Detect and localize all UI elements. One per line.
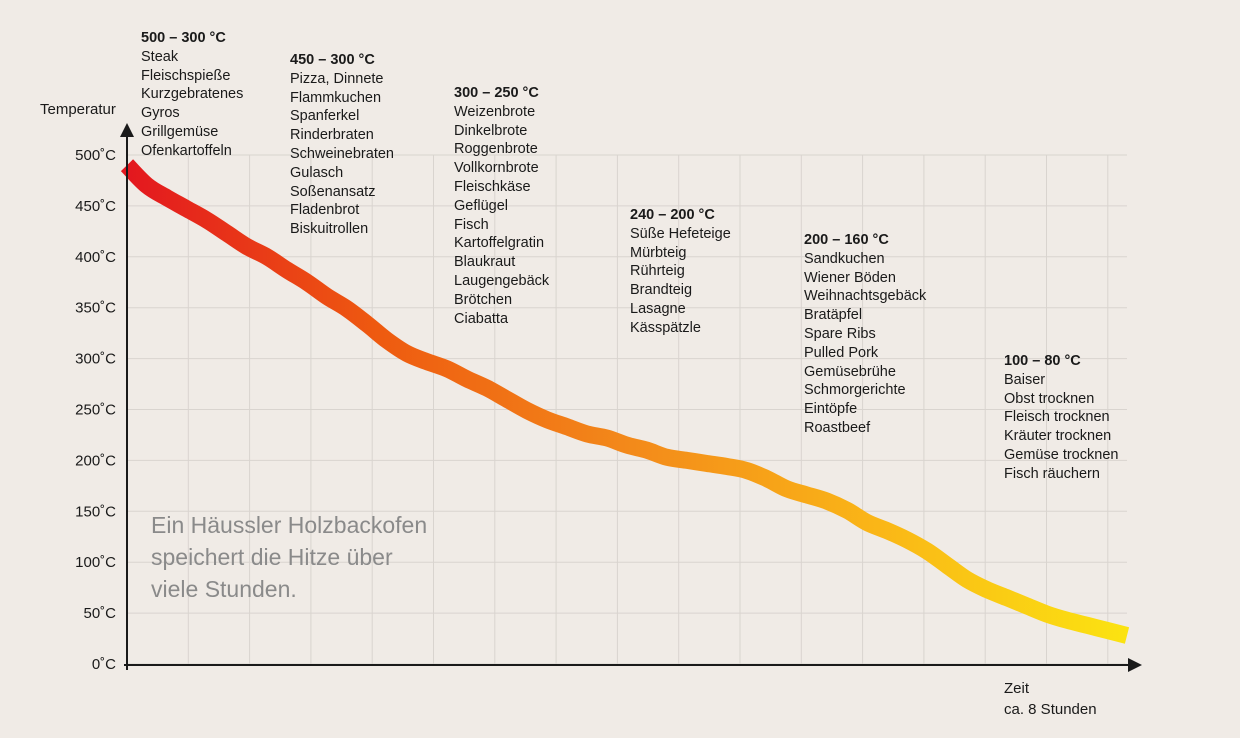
group-food-item: Schmorgerichte xyxy=(804,382,906,399)
group-food-item: Wiener Böden xyxy=(804,269,896,286)
group-food-item: Pizza, Dinnete xyxy=(290,70,384,87)
food-group-300-250: 300 – 250 °C Weizenbrote Dinkelbrote Roggen… xyxy=(454,84,549,328)
temperature-curve xyxy=(120,159,1130,644)
y-axis-arrow xyxy=(120,123,134,137)
grid xyxy=(127,154,1127,665)
group-food-item: Fisch xyxy=(454,216,489,233)
group-food-item: Baiser xyxy=(1004,371,1046,388)
group-food-item: Gyros xyxy=(141,105,180,122)
y-tick-label: 500˚C xyxy=(75,147,116,164)
group-food-item: Brötchen xyxy=(454,291,513,308)
group-food-item: Fladenbrot xyxy=(290,202,360,219)
group-food-item: Fisch räuchern xyxy=(1004,465,1100,482)
group-temperature-range: 500 – 300 °C xyxy=(141,30,226,46)
food-group-100-80: 100 – 80 °C Baiser Obst trocknen Fleisch tr… xyxy=(1004,352,1118,484)
group-food-item: Fleisch trocknen xyxy=(1004,409,1110,426)
annotation-caption: Ein Häussler Holzbackofen speichert die … xyxy=(151,509,481,605)
group-food-item: Fleischspieße xyxy=(141,67,231,84)
y-tick-label: 150˚C xyxy=(75,503,116,520)
y-tick-labels: 0˚C 50˚C 100˚C 150˚C 200˚C 250˚C 300˚C 350˚C 400… xyxy=(75,147,116,673)
group-food-item: Weizenbrote xyxy=(454,103,536,120)
food-group-200-160: 200 – 160 °C Sandkuchen Wiener Böden Weihna… xyxy=(804,231,926,438)
group-food-item: Flammkuchen xyxy=(290,89,382,106)
group-food-item: Vollkornbrote xyxy=(454,160,539,177)
group-food-item: Roggenbrote xyxy=(454,141,538,158)
y-tick-label: 50˚C xyxy=(83,605,116,622)
group-food-item: Spare Ribs xyxy=(804,325,876,342)
group-food-item: Grillgemüse xyxy=(141,123,219,140)
group-food-item: Eintöpfe xyxy=(804,401,858,418)
y-tick-label: 250˚C xyxy=(75,402,116,419)
group-food-item: Ofenkartoffeln xyxy=(141,142,232,159)
group-food-item: Kräuter trocknen xyxy=(1004,428,1112,445)
group-food-item: Süße Hefeteige xyxy=(630,225,731,242)
x-axis-label: Zeit ca. 8 Stunden xyxy=(1004,678,1097,720)
group-food-item: Brandteig xyxy=(630,282,693,299)
food-group-500-300: 500 – 300 °C Steak Fleischspieße Kurzgebrat… xyxy=(141,29,243,161)
group-food-item: Ciabatta xyxy=(454,310,509,327)
y-tick-label: 200˚C xyxy=(75,452,116,469)
y-tick-label: 0˚C xyxy=(92,656,116,673)
group-temperature-range: 100 – 80 °C xyxy=(1004,353,1081,369)
y-axis-label: Temperatur xyxy=(40,101,116,118)
caption-line: viele Stunden. xyxy=(151,576,297,602)
group-food-item: Biskuitrollen xyxy=(290,221,369,238)
group-food-item: Lasagne xyxy=(630,300,686,317)
y-tick-label: 350˚C xyxy=(75,300,116,317)
group-food-item: Steak xyxy=(141,48,179,65)
group-temperature-range: 450 – 300 °C xyxy=(290,52,375,68)
x-axis-arrow xyxy=(1128,658,1142,672)
y-tick-label: 450˚C xyxy=(75,198,116,215)
group-food-item: Blaukraut xyxy=(454,254,516,271)
group-food-item: Kartoffelgratin xyxy=(454,235,545,252)
y-tick-label: 300˚C xyxy=(75,351,116,368)
group-food-item: Mürbteig xyxy=(630,244,687,261)
group-food-item: Sandkuchen xyxy=(804,250,885,267)
group-food-item: Gemüsebrühe xyxy=(804,363,896,380)
group-food-item: Roastbeef xyxy=(804,419,871,436)
y-tick-label: 400˚C xyxy=(75,249,116,266)
group-food-item: Kässpätzle xyxy=(630,319,701,336)
group-food-item: Weihnachtsgebäck xyxy=(804,288,927,305)
group-food-item: Bratäpfel xyxy=(804,307,863,324)
group-food-item: Dinkelbrote xyxy=(454,122,528,139)
group-food-item: Rinderbraten xyxy=(290,127,374,144)
group-food-item: Pulled Pork xyxy=(804,344,879,361)
group-food-item: Laugengebäck xyxy=(454,272,550,289)
group-food-item: Kurzgebratenes xyxy=(141,86,244,103)
group-temperature-range: 240 – 200 °C xyxy=(630,207,715,223)
group-food-item: Fleischkäse xyxy=(454,178,531,195)
group-food-item: Spanferkel xyxy=(290,108,360,125)
group-temperature-range: 300 – 250 °C xyxy=(454,85,539,101)
x-axis-subtitle: ca. 8 Stunden xyxy=(1004,701,1097,718)
caption-line: Ein Häussler Holzbackofen xyxy=(151,512,428,538)
axes xyxy=(120,123,1142,672)
group-food-item: Rührteig xyxy=(630,263,685,280)
food-group-240-200: 240 – 200 °C Süße Hefeteige Mürbteig Rührte… xyxy=(630,206,731,338)
group-food-item: Gemüse trocknen xyxy=(1004,446,1119,463)
food-group-450-300: 450 – 300 °C Pizza, Dinnete Flammkuchen Spa… xyxy=(290,51,394,239)
group-temperature-range: 200 – 160 °C xyxy=(804,232,889,248)
group-food-item: Gulasch xyxy=(290,164,344,181)
group-food-item: Geflügel xyxy=(454,197,509,214)
y-tick-label: 100˚C xyxy=(75,554,116,571)
x-axis-title: Zeit xyxy=(1004,680,1030,697)
group-food-item: Schweinebraten xyxy=(290,145,394,162)
group-food-item: Soßenansatz xyxy=(290,183,376,200)
caption-line: speichert die Hitze über xyxy=(151,544,393,570)
group-food-item: Obst trocknen xyxy=(1004,390,1095,407)
